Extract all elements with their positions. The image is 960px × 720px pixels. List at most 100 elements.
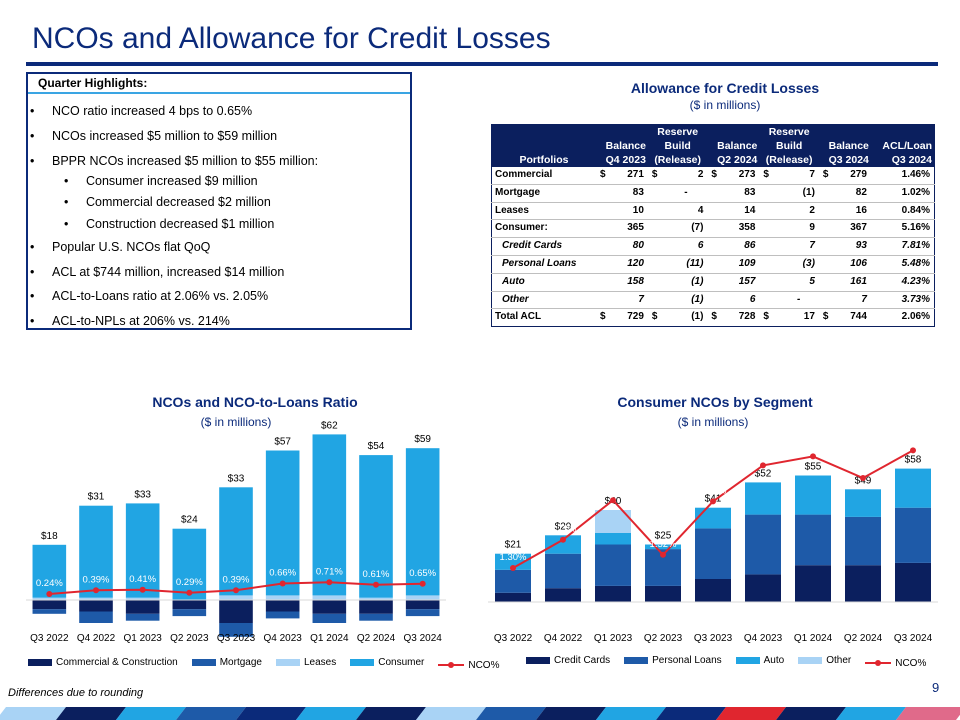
legend-label: Leases [303, 657, 337, 668]
x-tick-label: Q3 2024 [403, 633, 442, 644]
acl-header-cell [491, 124, 596, 139]
nco-ratio-point [139, 586, 146, 593]
bar-segment [745, 482, 781, 515]
strip-segment [0, 707, 66, 720]
decorative-strip [0, 707, 960, 720]
bar-segment [495, 553, 531, 570]
bar-segment [359, 597, 393, 600]
nco-ratio-point [660, 551, 666, 558]
acl-cell: 5.16% [870, 219, 935, 239]
acl-cell [759, 237, 779, 256]
nco-ratio-point [610, 497, 616, 504]
bar-segment [265, 611, 300, 619]
nco-ratio-label: 0.71% [316, 566, 343, 577]
acl-header-cell: ACL/Loan [870, 139, 935, 153]
acl-cell [818, 202, 834, 221]
acl-header-cell: Reserve [759, 124, 819, 139]
nco-ratio-label: 3.01% [750, 449, 777, 460]
acl-cell: (11) [664, 255, 708, 274]
strip-segment [176, 707, 246, 720]
quarter-highlights-panel: Quarter Highlights: • NCO ratio increased… [26, 72, 412, 330]
x-tick-label: Q4 2023 [744, 633, 783, 644]
nco-ratio-point [186, 589, 193, 596]
nco-ratio-point [560, 536, 566, 543]
chart2-legend: Credit Cards Personal Loans Auto Other NCO% [526, 655, 940, 669]
acl-cell: 17 [778, 308, 819, 327]
highlight-item: • Consumer increased $9 million [64, 174, 258, 188]
legend-swatch [28, 659, 52, 666]
acl-cell: 4.23% [870, 273, 935, 292]
acl-cell: 10 [610, 202, 648, 221]
acl-cell: 7 [778, 237, 819, 256]
acl-header-cell: Balance [818, 139, 871, 153]
nco-ratio-label: 3.26% [900, 434, 927, 445]
highlight-item: • BPPR NCOs increased $5 million to $55 m… [30, 154, 318, 168]
acl-cell: 728 [721, 308, 760, 327]
legend-label: Mortgage [219, 657, 262, 668]
acl-cell: 1.46% [870, 167, 935, 185]
acl-row: Credit Cards 80 6 86 7 93 7.81% [491, 237, 935, 256]
acl-cell [759, 219, 779, 239]
nco-ratio-point [279, 580, 286, 587]
acl-cell: 729 [610, 308, 648, 327]
legend-swatch [350, 659, 375, 666]
strip-segment [836, 707, 906, 720]
bar-total-label: $55 [805, 462, 822, 473]
bar-segment [125, 613, 160, 621]
highlight-text: NCO ratio increased 4 bps to 0.65% [52, 104, 253, 118]
chart1-title: NCOs and NCO-to-Loans Ratio [152, 394, 358, 410]
legend-item: Personal Loans [624, 655, 722, 666]
acl-cell [759, 255, 779, 274]
legend-label: NCO% [895, 657, 927, 669]
page-number: 9 [932, 680, 940, 695]
bar-segment [32, 597, 67, 600]
nco-ratio-label: 1.77% [550, 524, 577, 535]
acl-row: Leases 10 4 14 2 16 0.84% [491, 202, 935, 221]
acl-cell [595, 237, 611, 256]
highlight-text: Construction decreased $1 million [86, 217, 275, 231]
acl-cell [595, 273, 611, 292]
nco-ratio-label: 0.29% [176, 577, 203, 588]
highlights-title: Quarter Highlights: [38, 76, 148, 90]
x-tick-label: Q2 2024 [357, 633, 396, 644]
bar-segment [595, 585, 631, 602]
strip-segment [536, 707, 606, 720]
legend-label: Commercial & Construction [56, 657, 178, 668]
bar-segment [595, 544, 631, 586]
bar-segment [312, 595, 347, 600]
bar-segment [405, 600, 440, 610]
bar-segment [125, 600, 160, 614]
acl-cell: $ [707, 167, 722, 185]
legend-item: Leases [275, 657, 337, 668]
acl-header-cell: Q3 2024 [870, 153, 935, 167]
bar-segment [79, 505, 113, 598]
acl-cell: 157 [721, 273, 760, 292]
acl-cell [595, 219, 611, 239]
acl-cell: $ [818, 167, 834, 185]
legend-swatch [191, 659, 216, 666]
bar-segment [645, 544, 681, 550]
bar-total-label: $33 [228, 473, 245, 484]
x-tick-label: Q1 2024 [794, 633, 833, 644]
highlight-item: • ACL-to-Loans ratio at 2.06% vs. 2.05% [30, 289, 268, 303]
acl-cell: $ [647, 167, 665, 185]
acl-cell [595, 202, 611, 221]
acl-cell: 93 [833, 237, 871, 256]
acl-header-cell: Balance [595, 139, 648, 153]
acl-cell: (1) [664, 273, 708, 292]
legend-swatch [526, 657, 550, 664]
legend-item: NCO% [865, 658, 926, 669]
nco-ratio-point [810, 453, 816, 460]
nco-ratio-point [860, 475, 866, 481]
acl-header-cell: Q4 2023 [595, 153, 648, 167]
bar-segment [79, 611, 113, 623]
nco-ratio-label: 0.41% [129, 574, 156, 585]
strip-segment [116, 707, 186, 720]
acl-cell: 4 [664, 202, 708, 221]
nco-ratio-point [46, 591, 53, 597]
acl-cell [595, 184, 611, 203]
bar-segment [172, 600, 207, 610]
acl-header-cell [818, 124, 871, 139]
x-tick-label: Q1 2024 [310, 633, 349, 644]
